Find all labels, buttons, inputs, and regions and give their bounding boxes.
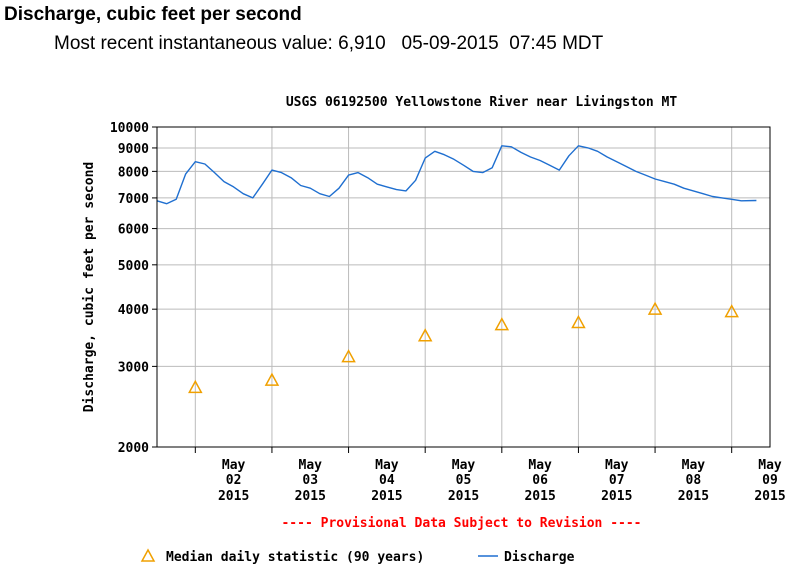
median-marker [264, 372, 280, 386]
y-tick-label: 5000 [118, 259, 149, 274]
x-tick-month: May [758, 458, 782, 473]
median-marker [188, 379, 203, 394]
x-tick-month: May [299, 458, 323, 473]
median-marker [417, 328, 433, 342]
x-tick-month: May [605, 458, 629, 473]
recent-date: 05-09-2015 [401, 33, 499, 54]
legend-median-symbol [140, 548, 156, 562]
x-tick-day: 03 [302, 473, 318, 488]
median-marker [571, 314, 586, 329]
y-tick-label: 6000 [118, 223, 149, 238]
chart-title: USGS 06192500 Yellowstone River near Liv… [286, 95, 678, 110]
provisional-note: ---- Provisional Data Subject to Revisio… [281, 516, 641, 531]
x-tick-day: 09 [762, 473, 778, 488]
x-tick-year: 2015 [678, 489, 709, 504]
y-tick-label: 10000 [110, 121, 149, 136]
median-marker [647, 301, 663, 315]
x-tick-day: 06 [532, 473, 548, 488]
median-marker [341, 349, 356, 363]
page-title: Discharge, cubic feet per second [4, 4, 302, 25]
y-tick-label: 2000 [118, 441, 149, 456]
y-tick-label: 4000 [118, 303, 149, 318]
x-tick-month: May [222, 458, 246, 473]
x-tick-month: May [452, 458, 476, 473]
x-tick-month: May [528, 458, 552, 473]
median-marker [724, 304, 739, 318]
y-axis-label: Discharge, cubic feet per second [82, 162, 97, 412]
x-tick-year: 2015 [295, 489, 326, 504]
x-tick-year: 2015 [218, 489, 249, 504]
most-recent-value-line: Most recent instantaneous value: 6,910 0… [54, 33, 603, 55]
y-tick-label: 9000 [118, 142, 149, 157]
recent-value-label: Most recent instantaneous value: [54, 33, 333, 54]
legend-discharge-label: Discharge [504, 550, 575, 565]
legend-median-label: Median daily statistic (90 years) [166, 550, 424, 565]
discharge-series-line [156, 145, 757, 205]
x-tick-month: May [375, 458, 399, 473]
x-tick-year: 2015 [371, 489, 402, 504]
plot-frame [156, 126, 771, 448]
x-tick-year: 2015 [448, 489, 479, 504]
x-tick-day: 08 [686, 473, 702, 488]
x-tick-day: 07 [609, 473, 625, 488]
y-tick-label: 8000 [118, 165, 149, 180]
median-marker [494, 317, 510, 331]
x-tick-year: 2015 [524, 489, 555, 504]
recent-time: 07:45 MDT [509, 33, 604, 54]
y-tick-label: 7000 [118, 192, 149, 207]
x-tick-year: 2015 [754, 489, 785, 504]
x-tick-day: 04 [379, 473, 395, 488]
x-tick-year: 2015 [601, 489, 632, 504]
recent-value: 6,910 [338, 33, 386, 54]
x-tick-day: 05 [456, 473, 472, 488]
x-tick-month: May [682, 458, 706, 473]
x-tick-day: 02 [226, 473, 242, 488]
y-tick-label: 3000 [118, 360, 149, 375]
